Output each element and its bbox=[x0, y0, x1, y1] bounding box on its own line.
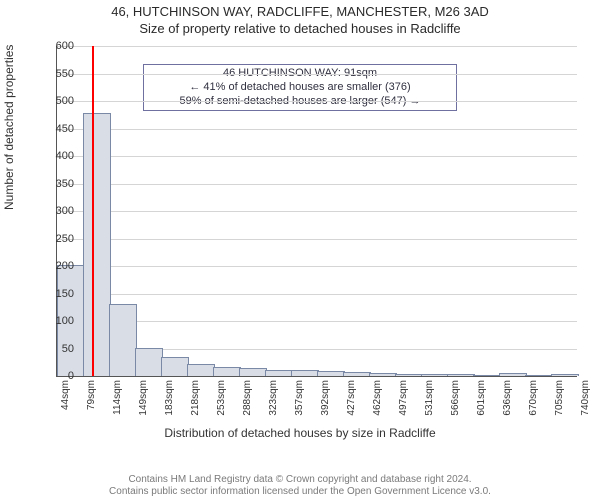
y-tick-label: 550 bbox=[34, 68, 74, 80]
histogram-bar bbox=[213, 367, 240, 376]
y-gridline bbox=[57, 266, 577, 267]
y-gridline bbox=[57, 156, 577, 157]
histogram-bar bbox=[395, 374, 422, 376]
histogram-bar bbox=[291, 370, 318, 377]
x-tick-label: 740sqm bbox=[580, 380, 591, 440]
histogram-bar bbox=[317, 371, 344, 376]
histogram-bar bbox=[135, 348, 162, 377]
histogram-bar bbox=[161, 357, 188, 376]
histogram-bar bbox=[499, 373, 526, 376]
title-line-2: Size of property relative to detached ho… bbox=[0, 21, 600, 38]
histogram-bar bbox=[343, 372, 370, 376]
y-gridline bbox=[57, 74, 577, 75]
y-tick-label: 100 bbox=[34, 315, 74, 327]
x-tick-label: 566sqm bbox=[450, 380, 461, 440]
x-tick-label: 253sqm bbox=[216, 380, 227, 440]
x-tick-label: 705sqm bbox=[554, 380, 565, 440]
x-tick-label: 288sqm bbox=[242, 380, 253, 440]
y-tick-label: 350 bbox=[34, 178, 74, 190]
x-tick-label: 183sqm bbox=[164, 380, 175, 440]
annotation-line: ← 41% of detached houses are smaller (37… bbox=[150, 81, 450, 95]
y-tick-label: 400 bbox=[34, 150, 74, 162]
y-gridline bbox=[57, 129, 577, 130]
histogram-bar bbox=[187, 364, 214, 376]
plot-area: 46 HUTCHINSON WAY: 91sqm← 41% of detache… bbox=[56, 46, 577, 377]
histogram-bar bbox=[447, 374, 474, 376]
attribution-footer: Contains HM Land Registry data © Crown c… bbox=[0, 474, 600, 498]
y-gridline bbox=[57, 184, 577, 185]
y-tick-label: 150 bbox=[34, 288, 74, 300]
y-tick-label: 250 bbox=[34, 233, 74, 245]
histogram-bar bbox=[369, 373, 396, 376]
x-tick-label: 79sqm bbox=[86, 380, 97, 440]
title-line-1: 46, HUTCHINSON WAY, RADCLIFFE, MANCHESTE… bbox=[0, 4, 600, 21]
x-tick-label: 392sqm bbox=[320, 380, 331, 440]
x-tick-label: 323sqm bbox=[268, 380, 279, 440]
x-tick-label: 149sqm bbox=[138, 380, 149, 440]
x-tick-label: 636sqm bbox=[502, 380, 513, 440]
x-tick-label: 462sqm bbox=[372, 380, 383, 440]
y-gridline bbox=[57, 239, 577, 240]
y-tick-label: 600 bbox=[34, 40, 74, 52]
y-gridline bbox=[57, 101, 577, 102]
y-tick-label: 300 bbox=[34, 205, 74, 217]
histogram-bar bbox=[109, 304, 136, 377]
y-tick-label: 500 bbox=[34, 95, 74, 107]
y-tick-label: 450 bbox=[34, 123, 74, 135]
footer-line-2: Contains public sector information licen… bbox=[0, 486, 600, 498]
y-gridline bbox=[57, 46, 577, 47]
y-tick-label: 50 bbox=[34, 343, 74, 355]
histogram-bar bbox=[421, 374, 448, 376]
x-tick-label: 44sqm bbox=[60, 380, 71, 440]
y-gridline bbox=[57, 211, 577, 212]
x-tick-label: 427sqm bbox=[346, 380, 357, 440]
footer-line-1: Contains HM Land Registry data © Crown c… bbox=[0, 474, 600, 486]
x-tick-label: 670sqm bbox=[528, 380, 539, 440]
histogram-bar bbox=[265, 370, 292, 377]
y-axis-label: Number of detached properties bbox=[2, 45, 16, 210]
property-size-marker bbox=[92, 46, 94, 376]
x-tick-label: 357sqm bbox=[294, 380, 305, 440]
x-tick-label: 601sqm bbox=[476, 380, 487, 440]
annotation-box: 46 HUTCHINSON WAY: 91sqm← 41% of detache… bbox=[143, 64, 457, 111]
histogram-bar bbox=[551, 374, 578, 376]
histogram-bar bbox=[525, 375, 552, 376]
chart-title-block: 46, HUTCHINSON WAY, RADCLIFFE, MANCHESTE… bbox=[0, 0, 600, 38]
histogram-bar bbox=[83, 113, 110, 376]
x-tick-label: 497sqm bbox=[398, 380, 409, 440]
x-tick-label: 531sqm bbox=[424, 380, 435, 440]
y-tick-label: 200 bbox=[34, 260, 74, 272]
x-tick-label: 218sqm bbox=[190, 380, 201, 440]
histogram-bar bbox=[239, 368, 266, 376]
chart-container: Number of detached properties 46 HUTCHIN… bbox=[0, 40, 600, 440]
y-gridline bbox=[57, 294, 577, 295]
x-tick-label: 114sqm bbox=[112, 380, 123, 440]
histogram-bar bbox=[473, 375, 500, 376]
